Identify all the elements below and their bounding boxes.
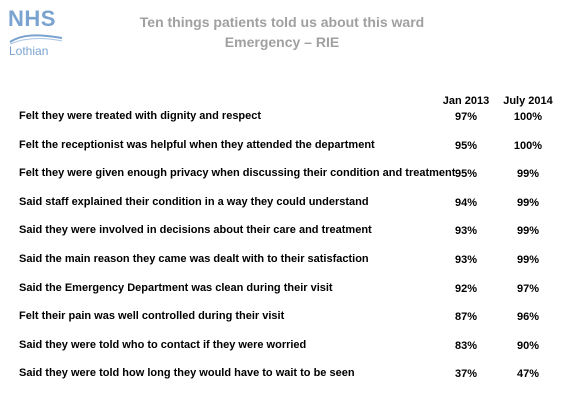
row-label: Said the main reason they came was dealt… [19,252,369,265]
row-value-jan-2013: 83% [454,339,478,352]
table-row: Said the Emergency Department was clean … [0,278,564,307]
row-value-july-2014: 96% [516,311,540,324]
table-row: Said the main reason they came was dealt… [0,249,564,278]
table-row: Said they were involved in decisions abo… [0,220,564,249]
row-label: Said they were told who to contact if th… [19,338,307,351]
row-value-july-2014: 100% [513,139,543,152]
row-value-jan-2013: 97% [454,111,478,123]
table-row: Felt they were treated with dignity and … [0,106,564,135]
row-value-jan-2013: 94% [454,196,478,209]
table-row: Said they were told who to contact if th… [0,335,564,364]
page-title: Ten things patients told us about this w… [139,14,425,30]
table-row: Said they were told how long they would … [0,363,564,392]
logo-nhs-text: NHS [8,6,56,31]
row-label: Felt they were given enough privacy when… [19,167,456,180]
row-value-jan-2013: 95% [454,168,478,181]
table-row: Felt the receptionist was helpful when t… [0,135,564,164]
row-label: Felt their pain was well controlled duri… [19,310,285,323]
row-value-july-2014: 97% [516,282,540,295]
row-value-july-2014: 99% [516,168,540,181]
row-label: Felt the receptionist was helpful when t… [19,138,375,151]
column-header-jan-2013: Jan 2013 [442,95,490,107]
row-value-july-2014: 99% [516,196,540,209]
table-row: Said staff explained their condition in … [0,192,564,221]
row-value-july-2014: 90% [516,339,540,352]
logo-sub-text: Lothian [9,44,49,58]
row-value-jan-2013: 93% [454,225,478,238]
logo-swoosh-icon [9,34,63,45]
row-value-jan-2013: 92% [454,282,478,295]
row-label: Said they were involved in decisions abo… [19,224,372,237]
row-value-july-2014: 99% [516,225,540,238]
row-value-jan-2013: 93% [454,253,478,266]
row-value-july-2014: 99% [516,253,540,266]
column-header-july-2014: July 2014 [503,95,553,107]
row-label: Felt they were treated with dignity and … [19,110,262,122]
row-label: Said staff explained their condition in … [19,195,369,208]
row-value-july-2014: 100% [513,111,543,123]
row-value-july-2014: 47% [516,368,540,381]
row-value-jan-2013: 37% [454,368,478,381]
table-row: Felt they were given enough privacy when… [0,163,564,192]
row-value-jan-2013: 95% [454,139,478,152]
nhs-lothian-logo: NHS Lothian [8,8,68,58]
table-row: Felt their pain was well controlled duri… [0,306,564,335]
row-value-jan-2013: 87% [454,311,478,324]
page-subtitle: Emergency – RIE [224,34,340,50]
row-label: Said they were told how long they would … [19,367,355,380]
row-label: Said the Emergency Department was clean … [19,281,333,294]
results-table: Felt they were treated with dignity and … [0,106,564,392]
